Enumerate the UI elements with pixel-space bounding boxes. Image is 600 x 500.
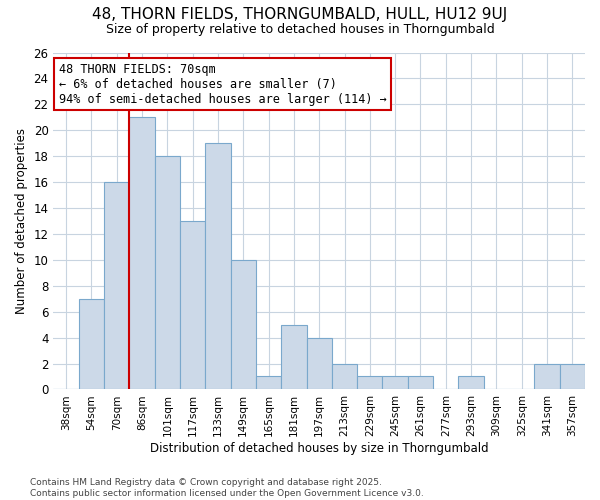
- Bar: [155, 156, 180, 390]
- Bar: [332, 364, 357, 390]
- Text: 48 THORN FIELDS: 70sqm
← 6% of detached houses are smaller (7)
94% of semi-detac: 48 THORN FIELDS: 70sqm ← 6% of detached …: [59, 62, 386, 106]
- Bar: [560, 364, 585, 390]
- Text: 48, THORN FIELDS, THORNGUMBALD, HULL, HU12 9UJ: 48, THORN FIELDS, THORNGUMBALD, HULL, HU…: [92, 8, 508, 22]
- Bar: [79, 298, 104, 390]
- Bar: [230, 260, 256, 390]
- Text: Contains HM Land Registry data © Crown copyright and database right 2025.
Contai: Contains HM Land Registry data © Crown c…: [30, 478, 424, 498]
- Bar: [307, 338, 332, 390]
- Bar: [281, 324, 307, 390]
- Bar: [180, 221, 205, 390]
- Bar: [205, 143, 230, 390]
- Bar: [130, 118, 155, 390]
- Bar: [382, 376, 408, 390]
- Text: Size of property relative to detached houses in Thorngumbald: Size of property relative to detached ho…: [106, 22, 494, 36]
- X-axis label: Distribution of detached houses by size in Thorngumbald: Distribution of detached houses by size …: [150, 442, 488, 455]
- Bar: [104, 182, 130, 390]
- Bar: [256, 376, 281, 390]
- Bar: [357, 376, 382, 390]
- Y-axis label: Number of detached properties: Number of detached properties: [15, 128, 28, 314]
- Bar: [408, 376, 433, 390]
- Bar: [458, 376, 484, 390]
- Bar: [535, 364, 560, 390]
